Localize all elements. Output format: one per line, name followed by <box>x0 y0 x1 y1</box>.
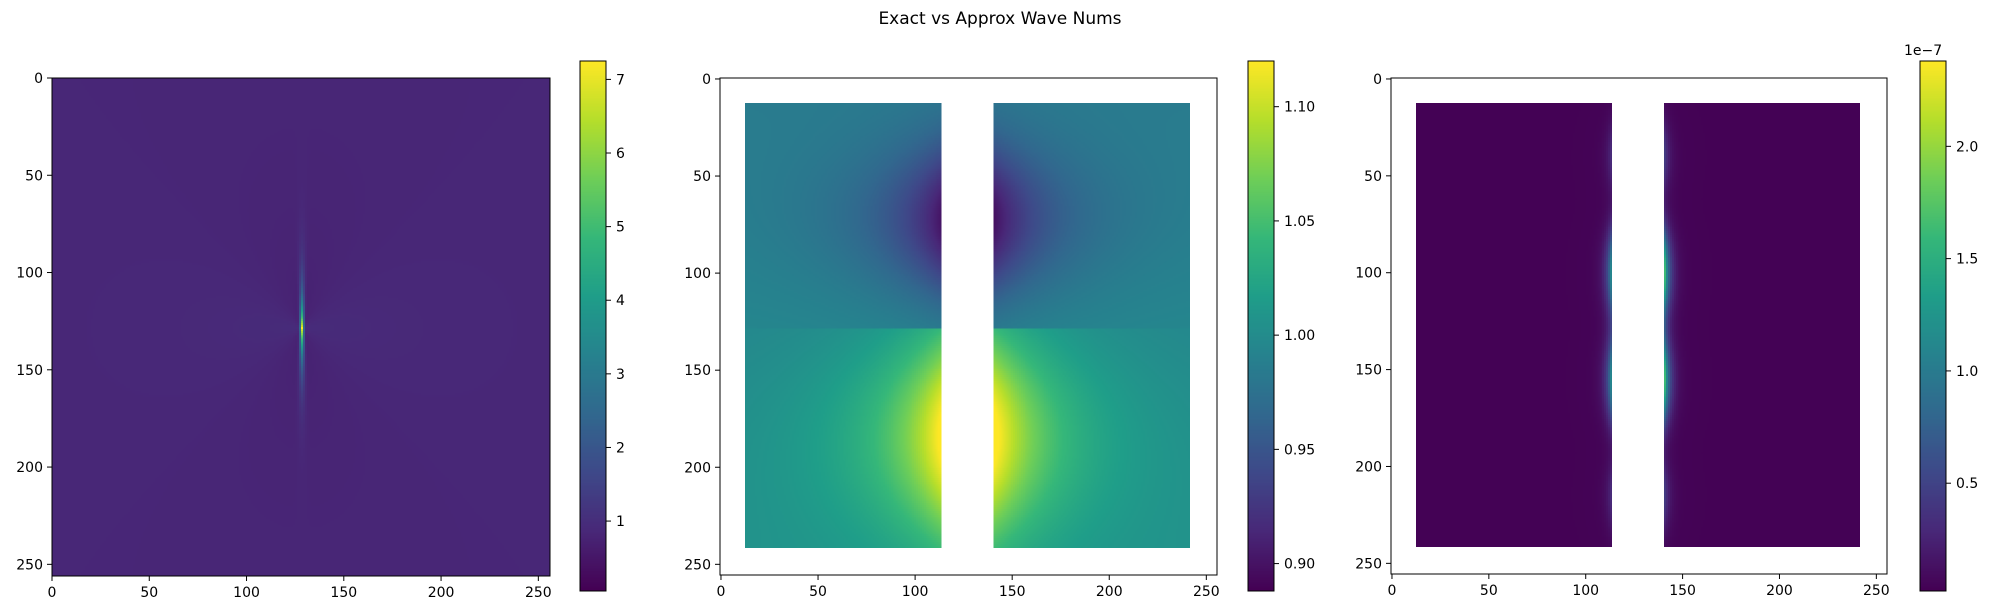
y-tick-label: 100 <box>16 266 43 282</box>
y-tick-label: 50 <box>693 169 711 185</box>
y-tick-label: 150 <box>16 363 43 379</box>
x-tick-label: 150 <box>999 584 1026 600</box>
y-tick-label: 0 <box>34 71 43 87</box>
colorbar-tick-label: 1.05 <box>1284 214 1315 230</box>
y-tick-label: 200 <box>1355 459 1382 475</box>
y-tick-label: 150 <box>684 363 711 379</box>
colorbar-tick-label: 0.90 <box>1284 557 1315 573</box>
y-tick-label: 250 <box>684 557 711 573</box>
colorbar-tick-label: 2 <box>616 440 625 456</box>
y-tick-label: 50 <box>25 168 43 184</box>
colorbar-gradient <box>1920 61 1946 591</box>
y-tick-label: 250 <box>1355 556 1382 572</box>
y-tick-label: 200 <box>16 460 43 476</box>
x-tick-label: 200 <box>1096 584 1123 600</box>
colorbar-tick-label: 0.95 <box>1284 442 1315 458</box>
x-tick-label: 0 <box>48 585 57 600</box>
axes-frame <box>1390 77 1888 575</box>
x-tick-label: 100 <box>1572 583 1599 599</box>
x-tick-label: 50 <box>1480 583 1498 599</box>
x-tick-label: 150 <box>330 585 357 600</box>
colorbar-offset-label: 1e−7 <box>1904 43 1942 59</box>
colorbar-tick-label: 3 <box>616 367 625 383</box>
y-tick-label: 200 <box>684 460 711 476</box>
axes-frame <box>719 77 1218 576</box>
colorbar-tick-label: 1.5 <box>1956 252 1978 268</box>
x-tick-label: 250 <box>1863 583 1890 599</box>
colorbar-tick-label: 1.10 <box>1284 100 1315 116</box>
x-tick-label: 200 <box>428 585 455 600</box>
colorbar: 0.5 1.0 1.5 2.0 1e−7 <box>1904 43 1978 592</box>
heatmap-panel-3: 0 50 100 150 200 250 0 50 100 150 200 250 0.5 1.0 1.5 2… <box>1355 43 1978 599</box>
y-tick-label: 150 <box>1355 363 1382 379</box>
colorbar-frame <box>579 60 607 592</box>
heatmap-image <box>52 78 550 576</box>
x-tick-label: 250 <box>1193 584 1220 600</box>
x-tick-label: 50 <box>140 585 158 600</box>
colorbar-tick-label: 7 <box>616 72 625 88</box>
heatmap-image <box>1391 78 1887 574</box>
colorbar-frame <box>1247 60 1275 592</box>
colorbar-tick-label: 2.0 <box>1956 139 1978 155</box>
axes-frame <box>51 77 551 577</box>
y-tick-label: 50 <box>1364 169 1382 185</box>
colorbar: 1 2 3 4 5 6 7 <box>579 60 625 592</box>
figure-title: Exact vs Approx Wave Nums <box>878 9 1121 29</box>
y-tick-label: 250 <box>16 557 43 573</box>
heatmap-image <box>720 78 1217 575</box>
colorbar: 0.90 0.95 1.00 1.05 1.10 <box>1247 60 1315 592</box>
x-tick-label: 0 <box>1388 583 1397 599</box>
y-tick-label: 100 <box>684 266 711 282</box>
colorbar-gradient <box>580 61 606 591</box>
y-tick-label: 0 <box>1373 72 1382 88</box>
colorbar-tick-label: 0.5 <box>1956 476 1978 492</box>
colorbar-tick-label: 5 <box>616 220 625 236</box>
colorbar-tick-label: 1 <box>616 514 625 530</box>
x-tick-label: 150 <box>1669 583 1696 599</box>
colorbar-tick-label: 1.0 <box>1956 364 1978 380</box>
x-tick-label: 100 <box>902 584 929 600</box>
x-tick-label: 200 <box>1766 583 1793 599</box>
colorbar-gradient <box>1248 61 1274 591</box>
colorbar-tick-label: 1.00 <box>1284 328 1315 344</box>
x-tick-label: 250 <box>525 585 552 600</box>
x-tick-label: 100 <box>233 585 260 600</box>
heatmap-panel-2: 0 50 100 150 200 250 0 50 100 150 200 250 0.90 0.95 1.… <box>684 60 1315 600</box>
colorbar-frame <box>1919 60 1947 592</box>
colorbar-tick-label: 4 <box>616 293 625 309</box>
y-tick-label: 0 <box>702 72 711 88</box>
x-tick-label: 0 <box>717 584 726 600</box>
x-tick-label: 50 <box>809 584 827 600</box>
panels: 0 50 100 150 200 250 0 50 100 150 200 250 1 2 3 4 5 6 7 0 50… <box>16 43 1978 600</box>
y-tick-label: 100 <box>1355 266 1382 282</box>
heatmap-panel-1: 0 50 100 150 200 250 0 50 100 150 200 250 1 2 3 4 5 6 7 <box>16 60 625 600</box>
colorbar-tick-label: 6 <box>616 146 625 162</box>
